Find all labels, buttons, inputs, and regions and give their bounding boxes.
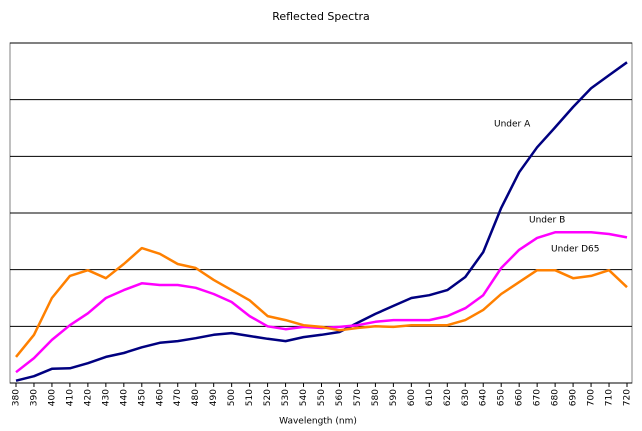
series-label: Under A bbox=[494, 120, 531, 130]
x-tick-label: 430 bbox=[101, 389, 111, 406]
series-line bbox=[15, 61, 628, 382]
x-tick-label: 500 bbox=[227, 389, 237, 406]
x-tick-label: 540 bbox=[299, 389, 309, 406]
series-label: Under B bbox=[529, 216, 565, 226]
x-tick-label: 510 bbox=[245, 389, 255, 406]
x-tick-label: 650 bbox=[497, 389, 507, 406]
chart-title: Reflected Spectra bbox=[272, 10, 370, 23]
x-axis-label: Wavelength (nm) bbox=[279, 417, 357, 427]
x-tick-label: 670 bbox=[533, 389, 543, 406]
x-tick-label: 700 bbox=[587, 389, 597, 406]
x-tick-label: 620 bbox=[443, 389, 453, 406]
x-tick-label: 390 bbox=[29, 389, 39, 406]
x-tick-label: 590 bbox=[389, 389, 399, 406]
x-tick-label: 440 bbox=[119, 389, 129, 406]
x-tick-label: 600 bbox=[407, 389, 417, 406]
x-tick-label: 660 bbox=[515, 389, 525, 406]
x-tick-label: 460 bbox=[155, 389, 165, 406]
x-tick-label: 580 bbox=[371, 389, 381, 406]
series-line bbox=[15, 246, 628, 358]
x-tick-label: 630 bbox=[461, 389, 471, 406]
x-tick-label: 490 bbox=[209, 389, 219, 406]
x-tick-label: 450 bbox=[137, 389, 147, 406]
x-tick-label: 470 bbox=[173, 389, 183, 406]
x-tick-label: 520 bbox=[263, 389, 273, 406]
x-tick-label: 640 bbox=[479, 389, 489, 406]
series-label: Under D65 bbox=[551, 245, 600, 255]
x-tick-label: 690 bbox=[569, 389, 579, 406]
x-tick-label: 710 bbox=[605, 389, 615, 406]
x-tick-label: 480 bbox=[191, 389, 201, 406]
x-tick-label: 550 bbox=[317, 389, 327, 406]
x-tick-label: 610 bbox=[425, 389, 435, 406]
x-tick-label: 410 bbox=[65, 389, 75, 406]
x-tick-label: 400 bbox=[47, 389, 57, 406]
x-tick-label: 680 bbox=[551, 389, 561, 406]
x-tick-label: 380 bbox=[12, 389, 22, 406]
x-tick-label: 420 bbox=[83, 389, 93, 406]
x-tick-label: 720 bbox=[623, 389, 633, 406]
x-tick-label: 530 bbox=[281, 389, 291, 406]
x-tick-label: 560 bbox=[335, 389, 345, 406]
x-tick-label: 570 bbox=[353, 389, 363, 406]
